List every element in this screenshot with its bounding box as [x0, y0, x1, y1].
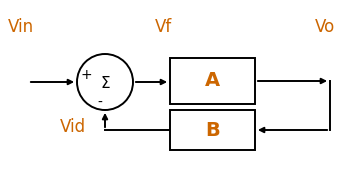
- Text: Vid: Vid: [60, 118, 86, 136]
- Text: -: -: [97, 96, 102, 110]
- FancyBboxPatch shape: [170, 110, 255, 150]
- Text: Vf: Vf: [155, 18, 172, 36]
- Text: $\Sigma$: $\Sigma$: [100, 75, 110, 91]
- FancyBboxPatch shape: [170, 58, 255, 104]
- Text: A: A: [205, 72, 220, 90]
- Text: Vin: Vin: [8, 18, 34, 36]
- Text: +: +: [80, 68, 92, 82]
- Text: B: B: [205, 121, 220, 140]
- Text: Vo: Vo: [315, 18, 335, 36]
